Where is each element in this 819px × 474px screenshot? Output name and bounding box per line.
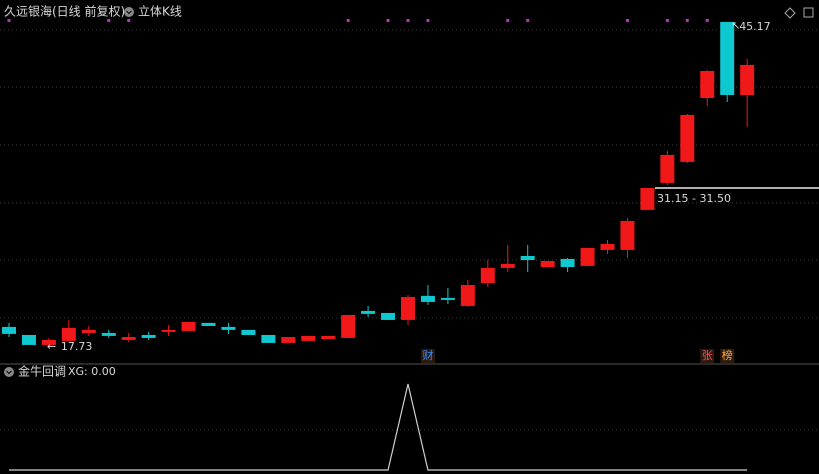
candle-body	[161, 329, 176, 332]
min-arrow: ←	[47, 340, 56, 353]
candle-body	[221, 326, 236, 330]
candle-body	[680, 114, 695, 162]
indicator-name[interactable]: 立体K线	[138, 4, 182, 19]
maximize-icon[interactable]	[803, 7, 814, 18]
event-label: 张	[702, 349, 713, 362]
event-label: 财	[422, 348, 433, 362]
candle-body	[121, 336, 136, 340]
candle-body	[520, 255, 535, 261]
candle-body	[101, 332, 116, 336]
candle-body	[720, 21, 735, 96]
indicator-line	[9, 383, 748, 471]
candle-body	[341, 314, 356, 338]
candle-body	[560, 258, 575, 267]
event-label: 榜	[722, 348, 733, 362]
max-arrow: ↖	[731, 19, 740, 32]
candle-body	[500, 263, 515, 268]
candle-body	[141, 334, 156, 338]
candle-body	[301, 335, 316, 341]
candle-body	[460, 285, 475, 306]
dropdown-icon[interactable]	[4, 367, 14, 377]
candle-body	[480, 267, 495, 283]
candle-body	[580, 247, 595, 266]
max-price-label: 45.17	[739, 20, 771, 33]
signal-marker	[685, 19, 689, 22]
candle-body	[2, 326, 16, 334]
candle-body	[401, 296, 415, 320]
signal-marker	[7, 19, 11, 22]
candle-body	[41, 339, 56, 345]
dropdown-icon[interactable]	[124, 7, 134, 17]
candle-body	[201, 322, 216, 326]
candle-body	[81, 329, 96, 333]
event-badge	[720, 349, 735, 363]
candle-body	[21, 334, 36, 345]
signal-marker	[665, 19, 669, 22]
stock-title: 久远银海(日线 前复权)	[4, 4, 125, 19]
candle-body	[261, 334, 276, 343]
signal-marker	[426, 19, 430, 22]
signal-marker	[386, 19, 390, 22]
signal-marker	[625, 19, 629, 22]
candle-body	[540, 260, 555, 267]
settings-icon[interactable]	[784, 7, 796, 19]
signal-marker	[346, 19, 350, 22]
candle-body	[361, 310, 376, 314]
candle-body	[281, 336, 296, 343]
signal-marker	[406, 19, 410, 22]
dropdown-arrow	[126, 10, 132, 15]
indicator-legend: XG: 0.00	[68, 365, 116, 378]
candle-body	[61, 327, 76, 341]
gap-label: 31.15 - 31.50	[657, 192, 731, 205]
event-badge	[420, 349, 435, 363]
candle-body	[321, 335, 336, 340]
candle-body	[660, 154, 675, 183]
signal-marker	[506, 19, 510, 22]
candle-body	[700, 70, 715, 98]
candle-body	[181, 321, 196, 331]
candle-body	[600, 243, 615, 250]
candle-body	[241, 329, 256, 335]
candle-body	[381, 312, 396, 320]
candle-body	[620, 220, 635, 250]
signal-marker	[127, 19, 131, 22]
signal-marker	[526, 19, 530, 22]
candle-body	[740, 64, 755, 96]
signal-marker	[705, 19, 709, 22]
candle-body	[440, 297, 455, 300]
dropdown-arrow	[6, 370, 12, 375]
min-price-label: 17.73	[61, 340, 93, 353]
candle-body	[640, 188, 655, 210]
event-badge	[700, 349, 715, 363]
candle-body	[420, 295, 435, 302]
signal-marker	[107, 19, 111, 22]
grid	[0, 29, 819, 431]
indicator-title[interactable]: 金牛回调	[18, 364, 66, 379]
